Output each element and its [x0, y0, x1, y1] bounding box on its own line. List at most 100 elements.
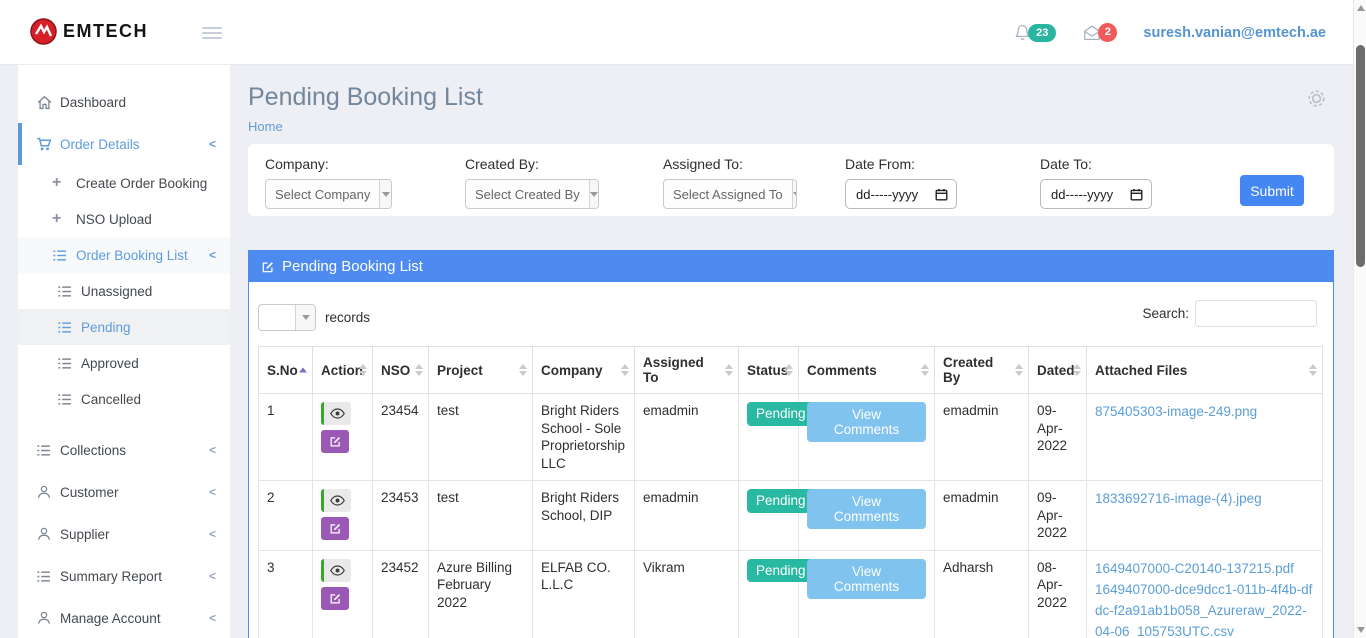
eye-icon: [330, 495, 345, 506]
date-from-input[interactable]: dd-----yyyy: [845, 179, 957, 209]
column-header-label: Attached Files: [1095, 362, 1188, 378]
column-header-s-no[interactable]: S.No: [258, 346, 313, 394]
cell-assigned-to: Vikram: [634, 549, 739, 638]
view-comments-button[interactable]: View Comments: [807, 402, 926, 442]
attached-file-link[interactable]: 875405303-image-249.png: [1095, 404, 1258, 419]
sidebar-item-summary-report[interactable]: Summary Report <: [18, 555, 230, 597]
filter-card: Company: Select Company Created By: Sele…: [248, 144, 1334, 216]
sort-icon: [1309, 364, 1317, 376]
created-by-select[interactable]: Select Created By: [465, 179, 599, 209]
sidebar-item-label: Create Order Booking: [76, 175, 208, 191]
scroll-up-arrow-icon[interactable]: [1357, 5, 1365, 11]
column-header-label: Created By: [943, 355, 994, 385]
sidebar-item-label: Order Details: [60, 136, 140, 152]
cell-nso: 23452: [372, 549, 429, 638]
calendar-icon[interactable]: [1130, 188, 1143, 201]
cell-project: test: [428, 392, 533, 482]
sidebar-item-label: Unassigned: [81, 283, 153, 299]
sidebar-item-manage-account[interactable]: Manage Account <: [18, 597, 230, 638]
sidebar-item-label: Approved: [81, 355, 139, 371]
cell-attached-files: 1833692716-image-(4).jpeg: [1086, 480, 1323, 551]
assigned-to-select[interactable]: Select Assigned To: [663, 179, 797, 209]
sidebar-item-collections[interactable]: Collections <: [18, 429, 230, 471]
column-header-nso[interactable]: NSO: [372, 346, 429, 394]
column-header-label: S.No: [267, 362, 298, 378]
chevron-left-icon: <: [208, 443, 216, 457]
sidebar-item-label: Supplier: [60, 526, 110, 542]
cell-company: Bright Riders School - Sole Proprietorsh…: [532, 392, 635, 482]
cell-action: [312, 392, 373, 482]
view-button[interactable]: [321, 489, 351, 513]
cell-dated: 09-Apr-2022: [1028, 392, 1087, 482]
edit-button[interactable]: [321, 586, 349, 610]
sidebar-item-supplier[interactable]: Supplier <: [18, 513, 230, 555]
column-header-action[interactable]: Action: [312, 346, 373, 394]
chevron-left-icon: <: [208, 248, 216, 262]
sidebar-item-order-details[interactable]: Order Details <: [18, 123, 230, 165]
cell-created-by: Adharsh: [934, 549, 1029, 638]
calendar-icon[interactable]: [935, 188, 948, 201]
user-email-link[interactable]: suresh.vanian@emtech.ae: [1143, 24, 1326, 41]
column-header-project[interactable]: Project: [428, 346, 533, 394]
cell-nso: 23453: [372, 480, 429, 551]
view-button[interactable]: [321, 402, 351, 425]
cell-comments: View Comments: [798, 392, 935, 482]
search-label: Search:: [1142, 306, 1189, 321]
scroll-down-arrow-icon[interactable]: [1357, 627, 1365, 633]
sidebar-item-label: Cancelled: [81, 391, 142, 407]
cell-created-by: emadmin: [934, 392, 1029, 482]
sidebar-item-create-order-booking[interactable]: + Create Order Booking: [18, 165, 230, 201]
submit-button[interactable]: Submit: [1240, 175, 1304, 206]
records-label: records: [325, 310, 371, 325]
view-button[interactable]: [321, 558, 351, 582]
sidebar-item-label: Customer: [60, 484, 119, 500]
column-header-created-by[interactable]: Created By: [934, 346, 1029, 394]
view-comments-button[interactable]: View Comments: [807, 489, 926, 530]
chevron-left-icon: <: [208, 569, 216, 583]
sidebar-item-order-booking-list[interactable]: Order Booking List <: [18, 237, 230, 273]
sidebar-item-nso-upload[interactable]: + NSO Upload: [18, 201, 230, 237]
table-row: 3 23452 Azure Billing February 2022 ELFAB C…: [258, 549, 1323, 638]
attached-file-link[interactable]: 1649407000-dce9dcc1-011b-4f4b-dfdc-f2a91…: [1095, 581, 1313, 638]
date-to-input[interactable]: dd-----yyyy: [1040, 179, 1152, 209]
chevron-left-icon: <: [208, 527, 216, 541]
company-select[interactable]: Select Company: [265, 179, 392, 209]
records-per-page-select[interactable]: [258, 304, 316, 331]
column-header-label: Status: [747, 362, 789, 378]
attached-file-link[interactable]: 1649407000-C20140-137215.pdf: [1095, 560, 1294, 576]
sidebar-item-dashboard[interactable]: Dashboard: [18, 81, 230, 123]
view-comments-button[interactable]: View Comments: [807, 558, 926, 599]
cell-sno: 3: [258, 549, 313, 638]
sidebar-item-unassigned[interactable]: Unassigned: [18, 273, 230, 309]
breadcrumb-home-link[interactable]: Home: [248, 119, 283, 134]
column-header-comments[interactable]: Comments: [798, 346, 935, 394]
cell-assigned-to: emadmin: [634, 392, 739, 482]
date-from-value: dd-----yyyy: [856, 186, 919, 202]
column-header-status[interactable]: Status: [738, 346, 799, 394]
settings-gear-icon[interactable]: [1305, 87, 1328, 115]
column-header-company[interactable]: Company: [532, 346, 635, 394]
assigned-to-filter-label: Assigned To:: [663, 156, 743, 172]
sidebar-item-approved[interactable]: Approved: [18, 345, 230, 381]
edit-button[interactable]: [321, 430, 349, 453]
sidebar-item-pending[interactable]: Pending: [18, 309, 230, 345]
page-scrollbar[interactable]: [1353, 0, 1366, 638]
messages-button[interactable]: 2: [1082, 23, 1118, 43]
notifications-button[interactable]: 23: [1013, 23, 1057, 42]
search-input[interactable]: [1195, 300, 1317, 327]
scrollbar-thumb[interactable]: [1356, 45, 1365, 267]
column-header-assigned-to[interactable]: Assigned To: [634, 346, 739, 394]
sidebar-item-cancelled[interactable]: Cancelled: [18, 381, 230, 417]
column-header-attached-files[interactable]: Attached Files: [1086, 346, 1323, 394]
column-header-dated[interactable]: Dated: [1028, 346, 1087, 394]
edit-button[interactable]: [321, 517, 349, 541]
attached-file-link[interactable]: 1833692716-image-(4).jpeg: [1095, 491, 1262, 507]
panel-body: records Search: S.No Action NSO Project Comp…: [249, 282, 1333, 638]
sidebar-toggle-icon[interactable]: [202, 24, 222, 42]
status-badge: Pending: [747, 402, 815, 426]
assigned-to-filter: Assigned To: Select Assigned To: [663, 156, 797, 209]
cell-sno: 1: [258, 392, 313, 482]
sidebar-item-label: Dashboard: [60, 94, 127, 110]
sidebar-item-customer[interactable]: Customer <: [18, 471, 230, 513]
chevron-down-icon: [588, 180, 598, 208]
